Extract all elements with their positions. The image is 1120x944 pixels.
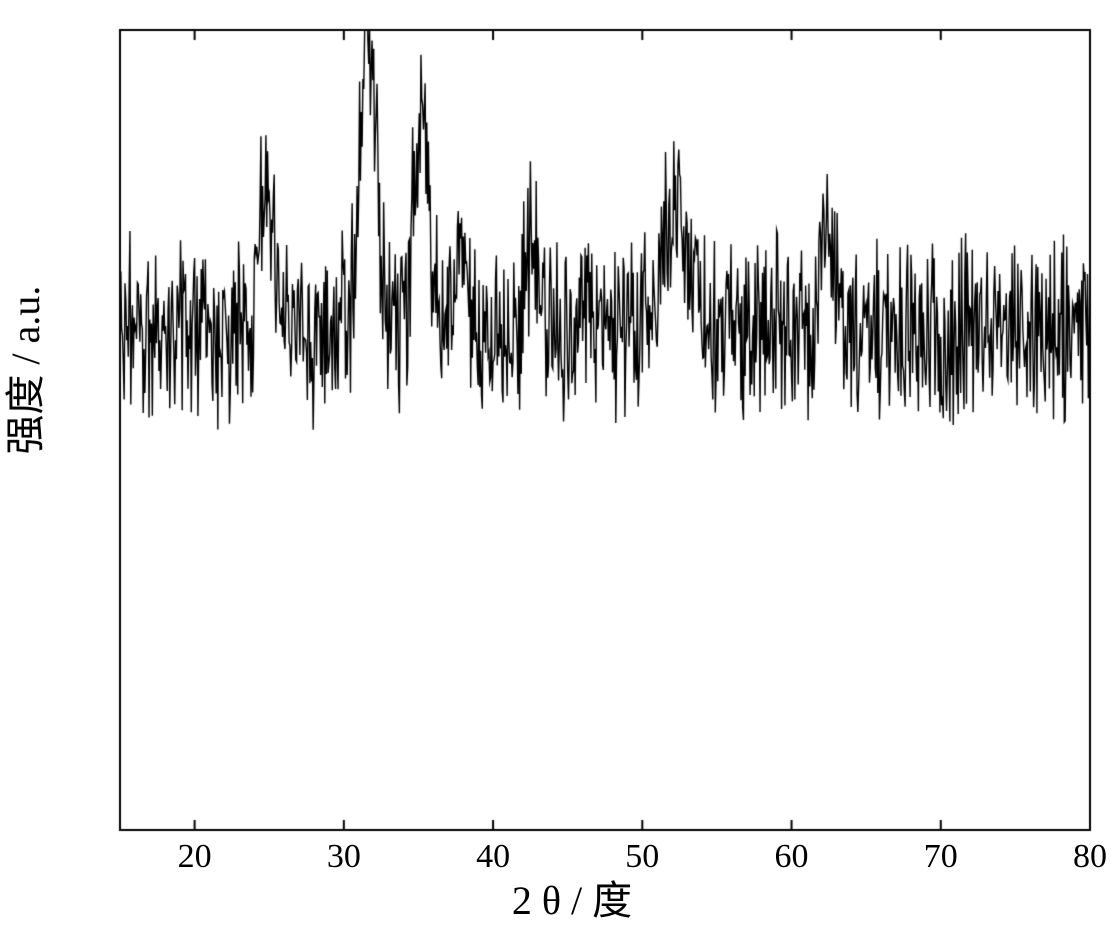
xrd-chart: 强度 / a.u. 2 θ / 度 20 30 40 50 60 70 80 [0,0,1120,944]
x-tick-label: 50 [617,838,667,876]
x-tick-label: 60 [767,838,817,876]
x-tick-label: 80 [1065,838,1115,876]
xrd-plot-canvas [0,0,1120,944]
x-axis-label: 2 θ / 度 [512,868,632,926]
x-tick-label: 20 [170,838,220,876]
y-axis-label: 强度 / a.u. [0,286,51,455]
x-tick-label: 70 [916,838,966,876]
x-tick-label: 40 [468,838,518,876]
x-tick-label: 30 [319,838,369,876]
